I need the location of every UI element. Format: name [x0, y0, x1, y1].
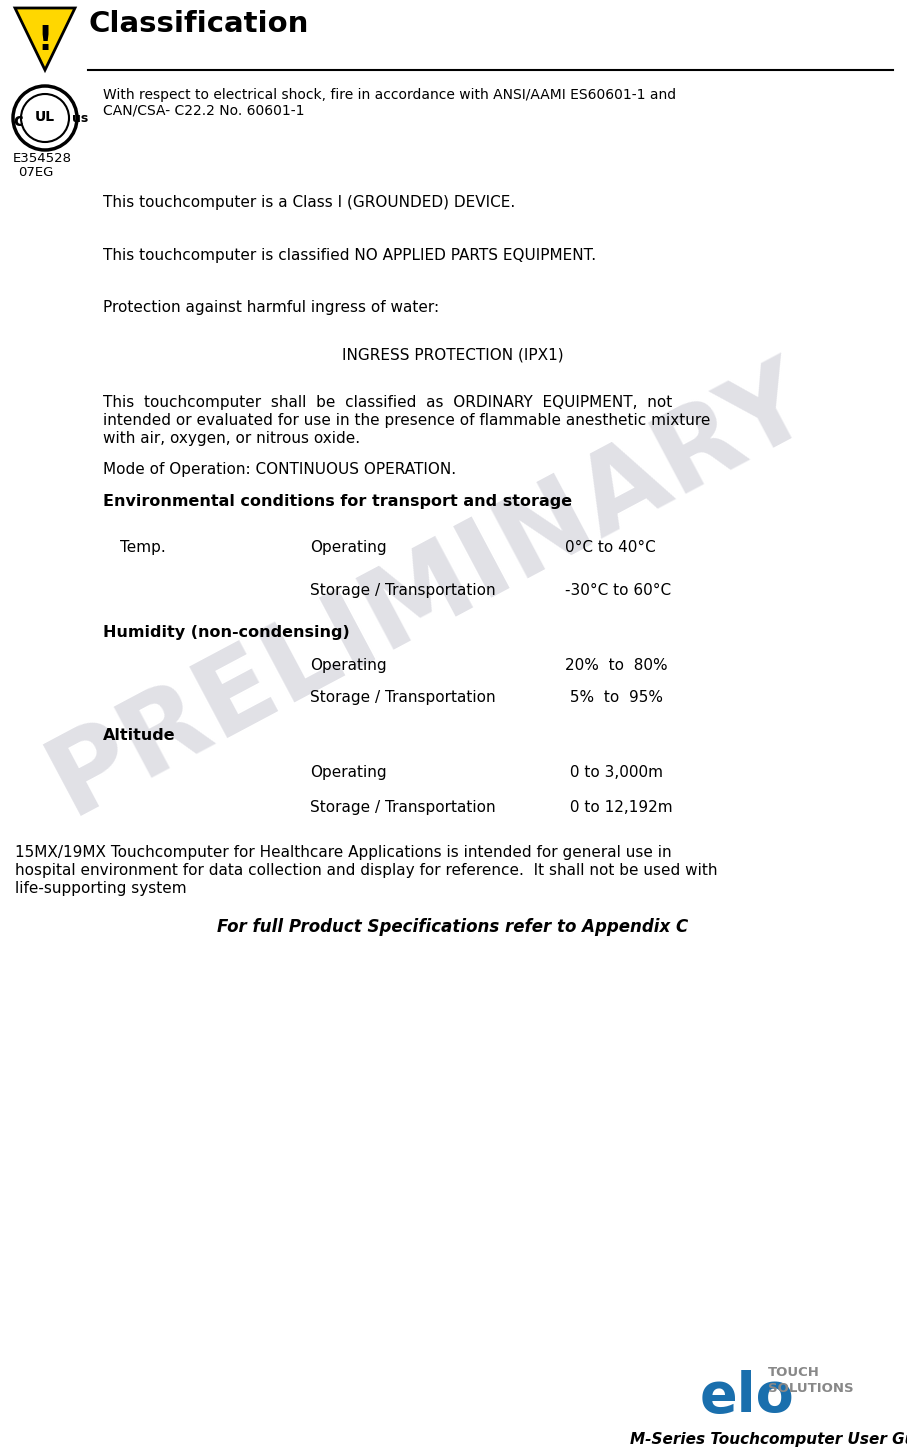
Text: Operating: Operating: [310, 658, 386, 672]
Text: 0 to 12,192m: 0 to 12,192m: [565, 800, 673, 815]
Text: Storage / Transportation: Storage / Transportation: [310, 690, 495, 706]
Text: Operating: Operating: [310, 540, 386, 555]
Text: SOLUTIONS: SOLUTIONS: [768, 1382, 853, 1395]
Text: life-supporting system: life-supporting system: [15, 881, 187, 896]
Text: intended or evaluated for use in the presence of flammable anesthetic mixture: intended or evaluated for use in the pre…: [103, 412, 710, 428]
Text: PRELIMINARY: PRELIMINARY: [31, 344, 829, 836]
Text: hospital environment for data collection and display for reference.  It shall no: hospital environment for data collection…: [15, 862, 717, 878]
Text: 0 to 3,000m: 0 to 3,000m: [565, 765, 663, 780]
Text: Operating: Operating: [310, 765, 386, 780]
Text: E354528: E354528: [13, 152, 72, 166]
Text: Altitude: Altitude: [103, 727, 176, 743]
Text: INGRESS PROTECTION (IPX1): INGRESS PROTECTION (IPX1): [342, 347, 564, 362]
Text: c: c: [13, 112, 23, 131]
Text: UL: UL: [35, 110, 55, 123]
Text: 5%  to  95%: 5% to 95%: [565, 690, 663, 706]
Text: us: us: [72, 112, 88, 125]
Text: For full Product Specifications refer to Appendix C: For full Product Specifications refer to…: [218, 918, 688, 937]
Text: Environmental conditions for transport and storage: Environmental conditions for transport a…: [103, 494, 572, 510]
Text: Protection against harmful ingress of water:: Protection against harmful ingress of wa…: [103, 301, 439, 315]
Text: elo: elo: [700, 1371, 795, 1424]
Text: 15MX/19MX Touchcomputer for Healthcare Applications is intended for general use : 15MX/19MX Touchcomputer for Healthcare A…: [15, 845, 671, 860]
Text: Mode of Operation: CONTINUOUS OPERATION.: Mode of Operation: CONTINUOUS OPERATION.: [103, 462, 456, 478]
Text: TOUCH: TOUCH: [768, 1366, 820, 1379]
Text: Temp.: Temp.: [120, 540, 166, 555]
Text: -30°C to 60°C: -30°C to 60°C: [565, 584, 671, 598]
Text: This touchcomputer is a Class I (GROUNDED) DEVICE.: This touchcomputer is a Class I (GROUNDE…: [103, 195, 515, 211]
Text: 20%  to  80%: 20% to 80%: [565, 658, 668, 672]
Text: 07EG: 07EG: [18, 166, 54, 179]
Text: Humidity (non-condensing): Humidity (non-condensing): [103, 624, 350, 640]
Text: With respect to electrical shock, fire in accordance with ANSI/AAMI ES60601-1 an: With respect to electrical shock, fire i…: [103, 89, 676, 102]
Polygon shape: [15, 9, 75, 70]
Text: This  touchcomputer  shall  be  classified  as  ORDINARY  EQUIPMENT,  not: This touchcomputer shall be classified a…: [103, 395, 672, 409]
Text: Classification: Classification: [88, 10, 308, 38]
Text: !: !: [37, 25, 53, 57]
Text: with air, oxygen, or nitrous oxide.: with air, oxygen, or nitrous oxide.: [103, 431, 360, 446]
Text: This touchcomputer is classified NO APPLIED PARTS EQUIPMENT.: This touchcomputer is classified NO APPL…: [103, 248, 596, 263]
Text: Storage / Transportation: Storage / Transportation: [310, 584, 495, 598]
Text: 0°C to 40°C: 0°C to 40°C: [565, 540, 656, 555]
Text: M-Series Touchcomputer User Guide vii: M-Series Touchcomputer User Guide vii: [630, 1432, 907, 1448]
Text: CAN/CSA- C22.2 No. 60601-1: CAN/CSA- C22.2 No. 60601-1: [103, 103, 305, 118]
Text: Storage / Transportation: Storage / Transportation: [310, 800, 495, 815]
